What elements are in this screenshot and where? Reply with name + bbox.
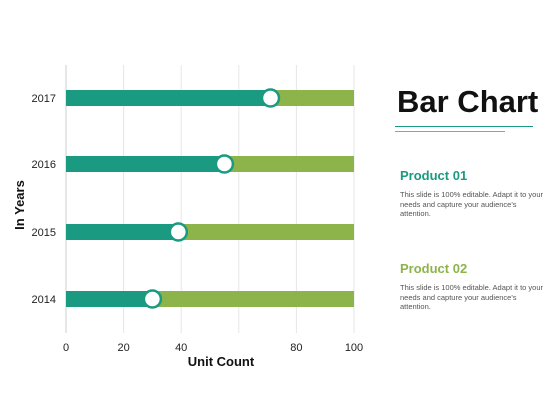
bar-product-02-2017	[270, 90, 354, 106]
bar-product-01-2016	[66, 156, 225, 172]
marker-2016	[214, 154, 235, 174]
y-tick-label-2015: 2015	[32, 227, 56, 239]
x-tick-label: 40	[175, 342, 187, 354]
marker-2015	[168, 222, 189, 242]
bar-product-02-2015	[178, 224, 354, 240]
product-02-description: This slide is 100% editable. Adapt it to…	[400, 283, 543, 311]
bar-product-02-2016	[224, 156, 354, 172]
bar-product-01-2014	[66, 291, 153, 307]
marker-2017	[260, 88, 281, 108]
title-underline-green	[395, 131, 505, 132]
y-tick-label-2014: 2014	[32, 294, 56, 306]
x-axis-title: Unit Count	[188, 354, 255, 369]
x-tick-label: 100	[345, 342, 363, 354]
marker-2014	[142, 289, 163, 309]
grid-lines	[123, 65, 355, 333]
title-underline-teal	[395, 126, 533, 127]
x-tick-label: 20	[117, 342, 129, 354]
product-01-name: Product 01	[400, 168, 468, 183]
x-tick-label: 80	[290, 342, 302, 354]
bar-product-01-2017	[66, 90, 271, 106]
bars	[66, 88, 354, 309]
product-01-description: This slide is 100% editable. Adapt it to…	[400, 190, 543, 218]
y-axis-title: In Years	[12, 180, 27, 230]
x-tick-label: 0	[63, 342, 69, 354]
y-tick-label-2016: 2016	[32, 159, 56, 171]
bar-product-01-2015	[66, 224, 179, 240]
bar-product-02-2014	[152, 291, 354, 307]
tick-labels: 2014 2015 2016 2017 0 20 40 80 100	[32, 93, 364, 354]
y-tick-label-2017: 2017	[32, 93, 56, 105]
chart-title: Bar Chart	[397, 84, 539, 119]
product-02-name: Product 02	[400, 261, 468, 276]
